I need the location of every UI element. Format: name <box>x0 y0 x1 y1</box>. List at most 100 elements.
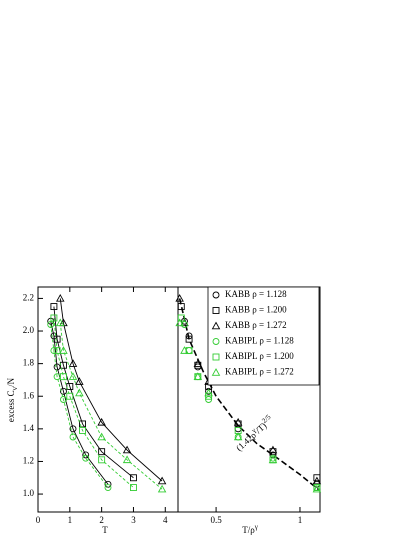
y-tick-label: 1.2 <box>23 456 34 466</box>
data-point <box>193 372 203 380</box>
data-point <box>175 293 184 302</box>
data-point <box>53 335 61 343</box>
data-point <box>68 359 78 367</box>
x-tick-label: 0 <box>36 515 41 525</box>
data-point <box>56 293 65 302</box>
data-point <box>268 445 278 454</box>
x-label-part: T/ρ <box>242 525 255 535</box>
data-point <box>130 474 137 482</box>
data-point <box>56 318 65 327</box>
legend-label: KABB ρ = 1.200 <box>225 305 287 315</box>
legend-marker <box>211 321 221 330</box>
legend-marker <box>212 338 220 345</box>
y-tick-label: 1.0 <box>23 488 35 498</box>
legend-marker <box>212 353 220 361</box>
data-point <box>180 318 189 327</box>
x-tick-label: 2 <box>99 515 104 525</box>
x-label-sup: γ <box>254 523 258 531</box>
data-point <box>98 448 106 456</box>
y-axis-label: excess Cv/N <box>6 377 19 422</box>
x-tick-label: 1 <box>298 515 303 525</box>
y-tick-label: 1.8 <box>23 358 35 368</box>
data-point <box>104 484 112 491</box>
legend-marker <box>212 307 220 314</box>
y-tick-label: 1.6 <box>23 390 35 400</box>
legend-label: KABIPL ρ = 1.200 <box>225 351 294 361</box>
x-tick-label: 3 <box>131 515 136 525</box>
data-point <box>185 335 193 343</box>
data-point <box>177 314 185 322</box>
legend-label: KABB ρ = 1.128 <box>225 289 287 299</box>
y-label-part: /N <box>6 377 16 387</box>
data-point <box>50 314 58 322</box>
data-point <box>312 476 322 485</box>
x-axis-label: T/ργ <box>242 523 258 535</box>
y-tick-label: 2.2 <box>23 292 34 302</box>
legend-label: KABIPL ρ = 1.128 <box>225 336 294 346</box>
data-point <box>69 425 77 433</box>
data-point <box>205 387 213 395</box>
data-point <box>157 484 167 493</box>
data-point <box>233 432 243 441</box>
y-label-part: excess C <box>6 390 16 422</box>
legend-box <box>207 286 320 386</box>
data-point <box>66 392 74 400</box>
series-line <box>50 321 109 485</box>
data-point <box>59 346 68 354</box>
data-point <box>68 372 78 380</box>
data-point <box>204 388 213 397</box>
data-point <box>66 383 74 390</box>
data-point <box>157 476 167 485</box>
x-tick-label: 0.5 <box>210 515 222 525</box>
series-line <box>59 298 163 482</box>
legend-label: KABB ρ = 1.272 <box>225 320 287 330</box>
legend-marker <box>211 368 221 376</box>
data-point <box>313 474 321 482</box>
series-line <box>53 306 134 479</box>
data-point <box>75 388 84 397</box>
data-point <box>82 454 90 462</box>
data-point <box>268 455 278 464</box>
data-point <box>193 359 203 367</box>
series-line <box>59 322 163 490</box>
data-point <box>130 484 137 491</box>
fit-curve <box>178 298 321 492</box>
legend-marker <box>212 291 220 299</box>
data-point <box>181 321 188 328</box>
y-label-sub: v <box>11 386 19 390</box>
data-point <box>47 321 55 328</box>
data-point <box>233 417 243 426</box>
series-line <box>53 317 134 488</box>
data-point <box>75 377 84 385</box>
data-point <box>122 455 132 464</box>
data-point <box>98 456 106 464</box>
data-point <box>312 484 322 493</box>
data-point <box>60 373 67 381</box>
annotation-sup: γ <box>249 426 257 435</box>
annotation: (1.42ργ/T)2/5 <box>232 412 275 453</box>
data-point <box>97 417 106 426</box>
data-point <box>53 347 61 355</box>
y-tick-label: 2.0 <box>23 325 35 335</box>
x-tick-label: 4 <box>163 515 168 525</box>
data-point <box>313 484 321 491</box>
data-point <box>50 303 58 311</box>
data-point <box>69 433 77 441</box>
data-point <box>82 451 90 459</box>
x-axis-label: T <box>102 525 108 535</box>
x-tick-label: 1 <box>68 515 73 525</box>
data-point <box>79 427 86 434</box>
y-tick-label: 1.4 <box>23 423 35 433</box>
data-point <box>180 346 189 354</box>
data-point <box>177 303 185 311</box>
data-point <box>175 318 184 327</box>
data-point <box>185 347 193 355</box>
legend-label: KABIPL ρ = 1.272 <box>225 367 294 377</box>
data-point <box>97 432 106 441</box>
data-point <box>122 445 132 454</box>
data-point <box>79 420 86 428</box>
data-point <box>60 387 67 395</box>
data-point <box>205 392 213 400</box>
